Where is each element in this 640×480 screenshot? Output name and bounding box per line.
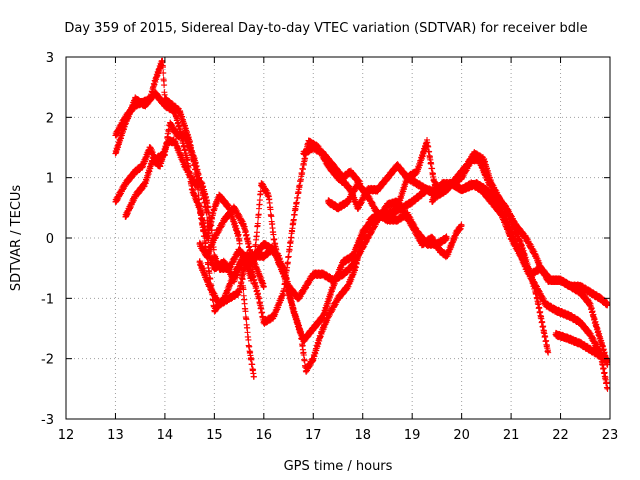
chart-title: Day 359 of 2015, Sidereal Day-to-day VTE… <box>64 21 587 36</box>
data-point <box>160 69 167 76</box>
data-point <box>159 64 166 71</box>
data-point <box>161 91 168 98</box>
data-point <box>253 229 260 236</box>
data-point <box>250 373 257 380</box>
data-point <box>255 211 262 218</box>
data-point <box>236 240 243 247</box>
series-trace-a <box>112 57 611 392</box>
data-points <box>112 57 611 392</box>
data-point <box>245 336 252 343</box>
data-point <box>161 82 168 89</box>
data-point <box>256 197 263 204</box>
